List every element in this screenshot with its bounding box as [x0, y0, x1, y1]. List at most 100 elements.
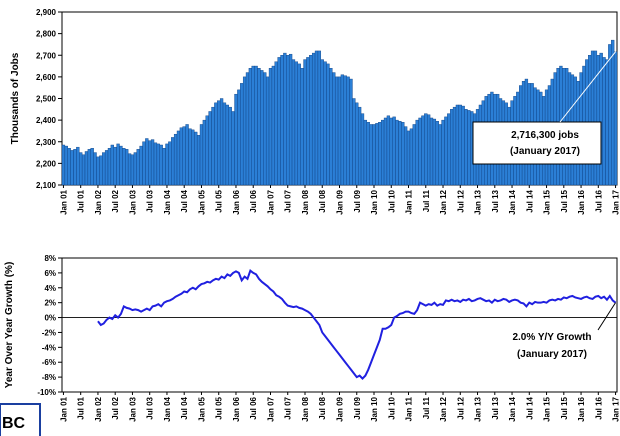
- x-tick-label: Jan 05: [197, 396, 206, 421]
- bar: [176, 130, 181, 186]
- annotation-text: (January 2017): [517, 349, 587, 360]
- bar: [110, 144, 114, 186]
- bar: [427, 114, 431, 186]
- bar: [452, 106, 457, 186]
- annotation-arrow: [559, 51, 616, 123]
- bar: [73, 149, 77, 186]
- bar: [613, 51, 618, 186]
- x-tick-label: Jul 09: [353, 189, 362, 212]
- bar: [142, 141, 146, 186]
- x-tick-label: Jan 15: [543, 189, 552, 214]
- x-tick-label: Jul 16: [594, 396, 603, 419]
- bar: [162, 148, 166, 186]
- x-tick-label: Jan 08: [301, 396, 310, 421]
- bar: [311, 52, 316, 186]
- x-tick-label: Jan 02: [94, 396, 103, 421]
- bar: [67, 148, 71, 186]
- bar: [329, 68, 333, 186]
- x-tick-label: Jan 09: [336, 396, 345, 421]
- x-tick-label: Jan 06: [232, 396, 241, 421]
- bar: [461, 105, 465, 186]
- x-tick-label: Jan 13: [474, 396, 483, 421]
- bar: [113, 146, 117, 186]
- x-tick-label: Jul 16: [594, 189, 603, 212]
- bar: [349, 78, 353, 186]
- bar: [191, 129, 195, 186]
- x-tick-label: Jul 04: [180, 189, 189, 212]
- bar: [145, 138, 149, 186]
- bar: [119, 145, 123, 186]
- x-tick-label: Jul 08: [318, 396, 327, 419]
- bar: [70, 150, 74, 186]
- bar: [309, 55, 313, 186]
- x-tick-label: Jan 04: [163, 396, 172, 421]
- bar: [214, 102, 218, 186]
- bar: [435, 121, 439, 186]
- bar: [61, 144, 66, 186]
- x-tick-label: Jul 03: [146, 189, 155, 212]
- bar: [188, 128, 192, 186]
- bar: [237, 89, 241, 186]
- bar: [300, 68, 304, 186]
- bar: [455, 104, 460, 186]
- y-axis-title: Year Over Year Growth (%): [4, 262, 15, 389]
- bar: [240, 83, 244, 186]
- bar: [303, 59, 307, 186]
- x-tick-label: Jan 17: [612, 396, 620, 421]
- x-tick-label: Jan 06: [232, 189, 241, 214]
- x-tick-label: Jan 07: [266, 396, 275, 421]
- bar: [326, 63, 330, 186]
- bar: [590, 50, 595, 186]
- bar: [599, 52, 603, 186]
- bar: [219, 98, 224, 186]
- x-tick-label: Jan 14: [508, 189, 517, 214]
- x-tick-label: Jul 07: [284, 189, 293, 212]
- bar: [150, 139, 155, 186]
- bar: [323, 61, 327, 186]
- bar: [205, 115, 209, 186]
- y-tick-label: -6%: [42, 358, 56, 367]
- line-series: [97, 269, 617, 381]
- x-tick-label: Jul 08: [318, 189, 327, 212]
- x-tick-label: Jan 12: [439, 189, 448, 214]
- bar: [222, 102, 227, 186]
- bar: [360, 113, 365, 186]
- x-tick-label: Jul 06: [249, 189, 258, 212]
- bar: [87, 149, 91, 186]
- bar: [375, 123, 379, 186]
- x-tick-label: Jul 12: [456, 396, 465, 419]
- bar: [314, 50, 319, 186]
- bar: [104, 150, 109, 186]
- x-tick-label: Jan 13: [474, 189, 483, 214]
- x-tick-label: Jul 13: [491, 396, 500, 419]
- bar: [401, 122, 405, 186]
- bar: [84, 151, 89, 186]
- x-tick-label: Jan 16: [577, 396, 586, 421]
- y-axis-title: Thousands of Jobs: [10, 52, 21, 144]
- bar: [317, 50, 322, 186]
- bar: [265, 76, 270, 186]
- x-tick-label: Jan 02: [94, 189, 103, 214]
- y-tick-label: -2%: [42, 328, 56, 337]
- bar: [283, 52, 287, 186]
- x-tick-label: Jul 02: [111, 189, 120, 212]
- bar: [432, 118, 437, 186]
- bar: [139, 145, 143, 186]
- x-tick-label: Jul 11: [422, 396, 431, 419]
- x-tick-label: Jul 03: [146, 396, 155, 419]
- x-tick-label: Jul 01: [77, 396, 86, 419]
- bar: [217, 100, 221, 186]
- bar: [406, 130, 411, 186]
- annotation-text: 2,716,300 jobs: [511, 130, 579, 141]
- bar: [165, 143, 169, 186]
- bar: [366, 122, 370, 186]
- bar: [79, 152, 83, 186]
- x-tick-label: Jan 12: [439, 396, 448, 421]
- x-tick-label: Jan 09: [336, 189, 345, 214]
- bar: [274, 61, 278, 186]
- logo-text: BC: [2, 415, 26, 432]
- bar: [130, 154, 135, 186]
- bar: [386, 115, 391, 186]
- x-tick-label: Jan 01: [59, 396, 68, 421]
- bar: [369, 124, 373, 186]
